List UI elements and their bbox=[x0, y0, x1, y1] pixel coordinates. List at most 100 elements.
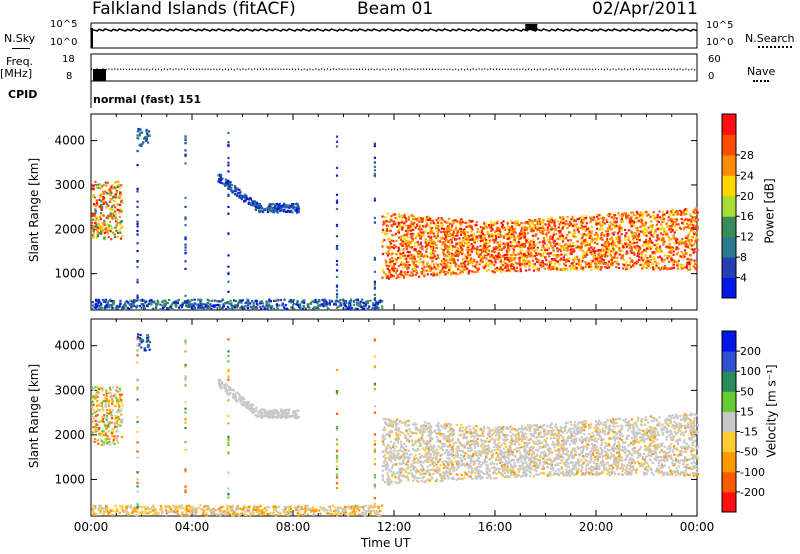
power-data-cell bbox=[480, 231, 483, 234]
velocity-data-cell bbox=[96, 385, 99, 389]
power-data-cell bbox=[94, 208, 97, 211]
power-data-cell bbox=[673, 225, 676, 228]
power-data-cell bbox=[455, 265, 459, 268]
power-data-cell bbox=[490, 229, 493, 233]
power-data-cell bbox=[267, 300, 271, 303]
power-data-cell bbox=[272, 209, 275, 212]
power-data-cell bbox=[184, 137, 187, 141]
power-data-cell bbox=[468, 269, 471, 272]
power-data-cell bbox=[696, 218, 700, 221]
power-data-cell bbox=[674, 210, 677, 214]
power-data-cell bbox=[335, 140, 339, 143]
power-data-cell bbox=[486, 231, 489, 234]
power-data-cell bbox=[625, 252, 628, 255]
power-data-cell bbox=[136, 164, 139, 167]
power-data-cell bbox=[448, 255, 451, 258]
velocity-data-cell bbox=[234, 395, 237, 398]
power-data-cell bbox=[271, 206, 274, 210]
power-data-cell bbox=[482, 255, 485, 258]
power-data-cell bbox=[349, 298, 353, 301]
power-data-cell bbox=[210, 308, 213, 311]
power-data-cell bbox=[634, 261, 637, 264]
power-data-cell bbox=[91, 236, 94, 239]
power-data-cell bbox=[448, 233, 451, 236]
power-data-cell bbox=[402, 251, 405, 255]
power-data-cell bbox=[556, 247, 559, 250]
power-data-cell bbox=[240, 197, 243, 200]
power-data-cell bbox=[184, 267, 187, 270]
power-data-cell bbox=[525, 221, 528, 225]
power-data-cell bbox=[525, 241, 528, 244]
power-data-cell bbox=[557, 226, 560, 229]
power-data-cell bbox=[250, 203, 253, 207]
power-data-cell bbox=[624, 238, 627, 241]
power-data-cell bbox=[426, 273, 429, 276]
power-data-cell bbox=[663, 254, 666, 257]
power-data-cell bbox=[373, 165, 376, 168]
power-data-cell bbox=[463, 232, 466, 236]
velocity-data-cell bbox=[251, 410, 254, 413]
power-data-cell bbox=[607, 242, 610, 246]
nave-trace bbox=[90, 68, 698, 71]
power-data-cell bbox=[344, 299, 347, 303]
power-data-cell bbox=[221, 298, 224, 301]
power-data-cell bbox=[97, 307, 101, 310]
power-data-cell bbox=[91, 224, 94, 227]
power-data-cell bbox=[436, 235, 439, 238]
power-data-cell bbox=[479, 236, 482, 239]
power-data-cell bbox=[671, 260, 674, 264]
power-data-cell bbox=[227, 290, 230, 293]
power-data-cell bbox=[95, 186, 98, 189]
power-data-cell bbox=[479, 261, 482, 264]
power-data-cell bbox=[584, 261, 587, 264]
power-data-cell bbox=[459, 233, 463, 236]
power-data-cell bbox=[186, 301, 189, 304]
velocity-data-cell bbox=[292, 414, 295, 417]
power-data-cell bbox=[552, 241, 555, 244]
power-data-cell bbox=[509, 256, 512, 259]
power-data-cell bbox=[449, 222, 452, 225]
power-data-cell bbox=[136, 296, 139, 299]
power-data-cell bbox=[244, 200, 247, 203]
power-data-cell bbox=[564, 264, 567, 267]
power-data-cell bbox=[467, 260, 470, 264]
power-data-cell bbox=[372, 302, 375, 305]
power-data-cell bbox=[219, 176, 222, 179]
power-data-cell bbox=[495, 255, 499, 258]
power-data-cell bbox=[656, 243, 659, 246]
power-data-cell bbox=[496, 248, 500, 252]
power-data-cell bbox=[529, 240, 532, 243]
power-data-cell bbox=[159, 303, 162, 306]
power-data-cell bbox=[119, 237, 123, 240]
power-data-cell bbox=[538, 218, 541, 221]
power-data-cell bbox=[541, 253, 544, 256]
power-data-cell bbox=[296, 299, 299, 303]
power-data-cell bbox=[532, 223, 535, 227]
velocity-data-cell bbox=[113, 405, 116, 408]
power-data-cell bbox=[309, 302, 313, 305]
power-data-cell bbox=[439, 240, 442, 243]
velocity-data-cell bbox=[92, 403, 95, 407]
power-data-cell bbox=[412, 262, 415, 265]
power-data-cell bbox=[450, 225, 453, 229]
power-data-cell bbox=[363, 302, 366, 305]
power-data-cell bbox=[440, 217, 443, 220]
power-data-cell bbox=[384, 230, 387, 233]
power-data-cell bbox=[649, 259, 652, 262]
power-data-cell bbox=[616, 251, 619, 254]
power-data-cell bbox=[328, 301, 331, 304]
power-data-cell bbox=[688, 268, 692, 271]
power-data-cell bbox=[681, 263, 684, 267]
power-data-cell bbox=[136, 205, 139, 209]
power-data-cell bbox=[333, 303, 336, 306]
power-data-cell bbox=[632, 220, 636, 223]
power-data-cell bbox=[393, 244, 396, 247]
power-data-cell bbox=[443, 220, 446, 223]
freq-tick-top: 18 bbox=[62, 54, 75, 65]
power-data-cell bbox=[669, 245, 672, 248]
power-data-cell bbox=[533, 264, 536, 267]
power-data-cell bbox=[393, 213, 397, 216]
power-data-cell bbox=[474, 265, 477, 268]
power-data-cell bbox=[482, 246, 485, 249]
power-data-cell bbox=[596, 213, 599, 216]
